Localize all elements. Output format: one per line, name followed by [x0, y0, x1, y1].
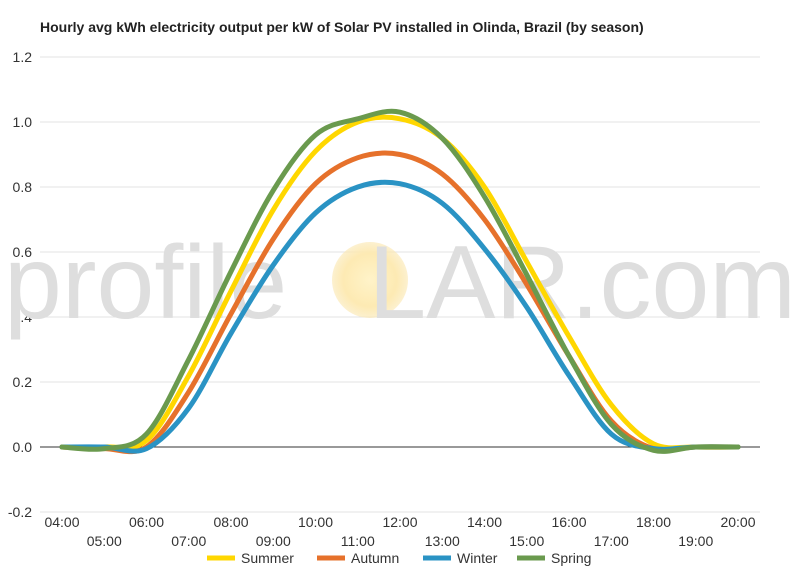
y-tick-label: -0.2 — [8, 504, 32, 520]
x-tick-label: 05:00 — [87, 533, 122, 549]
legend: Summer Autumn Winter Spring — [207, 550, 591, 566]
x-tick-label: 04:00 — [44, 514, 79, 530]
x-tick-label: 10:00 — [298, 514, 333, 530]
x-tick-label: 18:00 — [636, 514, 671, 530]
x-tick-label: 19:00 — [678, 533, 713, 549]
y-tick-label: 1.2 — [13, 49, 33, 65]
x-axis-ticks: 04:00 05:00 06:00 07:00 08:00 09:00 10:00 11:00… — [44, 514, 755, 549]
y-tick-label: 0.2 — [13, 374, 33, 390]
gridlines — [40, 56, 760, 513]
chart-title: Hourly avg kWh electricity output per kW… — [40, 19, 644, 35]
legend-label-summer: Summer — [241, 550, 294, 566]
x-tick-label: 12:00 — [382, 514, 417, 530]
y-tick-label: 1.0 — [13, 114, 33, 130]
x-tick-label: 20:00 — [720, 514, 755, 530]
watermark-text-right: LAR.com — [368, 225, 796, 341]
x-tick-label: 06:00 — [129, 514, 164, 530]
y-axis-ticks: -0.2 0.0 0.2 0.4 0.6 0.8 1.0 1.2 — [8, 49, 32, 520]
x-tick-label: 08:00 — [213, 514, 248, 530]
x-tick-label: 15:00 — [509, 533, 544, 549]
x-tick-label: 16:00 — [551, 514, 586, 530]
x-tick-label: 11:00 — [341, 533, 375, 549]
legend-label-winter: Winter — [457, 550, 498, 566]
series-line-summer — [59, 114, 741, 451]
x-tick-label: 09:00 — [256, 533, 291, 549]
series-lines — [59, 108, 741, 455]
y-tick-label: 0.6 — [13, 244, 33, 260]
y-tick-label: 0.4 — [13, 309, 33, 325]
y-tick-label: 0.0 — [13, 439, 33, 455]
x-tick-label: 14:00 — [467, 514, 502, 530]
sun-logo-icon — [332, 242, 408, 318]
legend-label-spring: Spring — [551, 550, 591, 566]
watermark: profile LAR.com — [4, 225, 796, 341]
series-line-spring — [59, 108, 741, 454]
y-tick-label: 0.8 — [13, 179, 33, 195]
x-tick-label: 17:00 — [594, 533, 629, 549]
series-line-winter — [59, 179, 741, 454]
legend-label-autumn: Autumn — [351, 550, 399, 566]
x-tick-label: 07:00 — [171, 533, 206, 549]
x-tick-label: 13:00 — [425, 533, 460, 549]
